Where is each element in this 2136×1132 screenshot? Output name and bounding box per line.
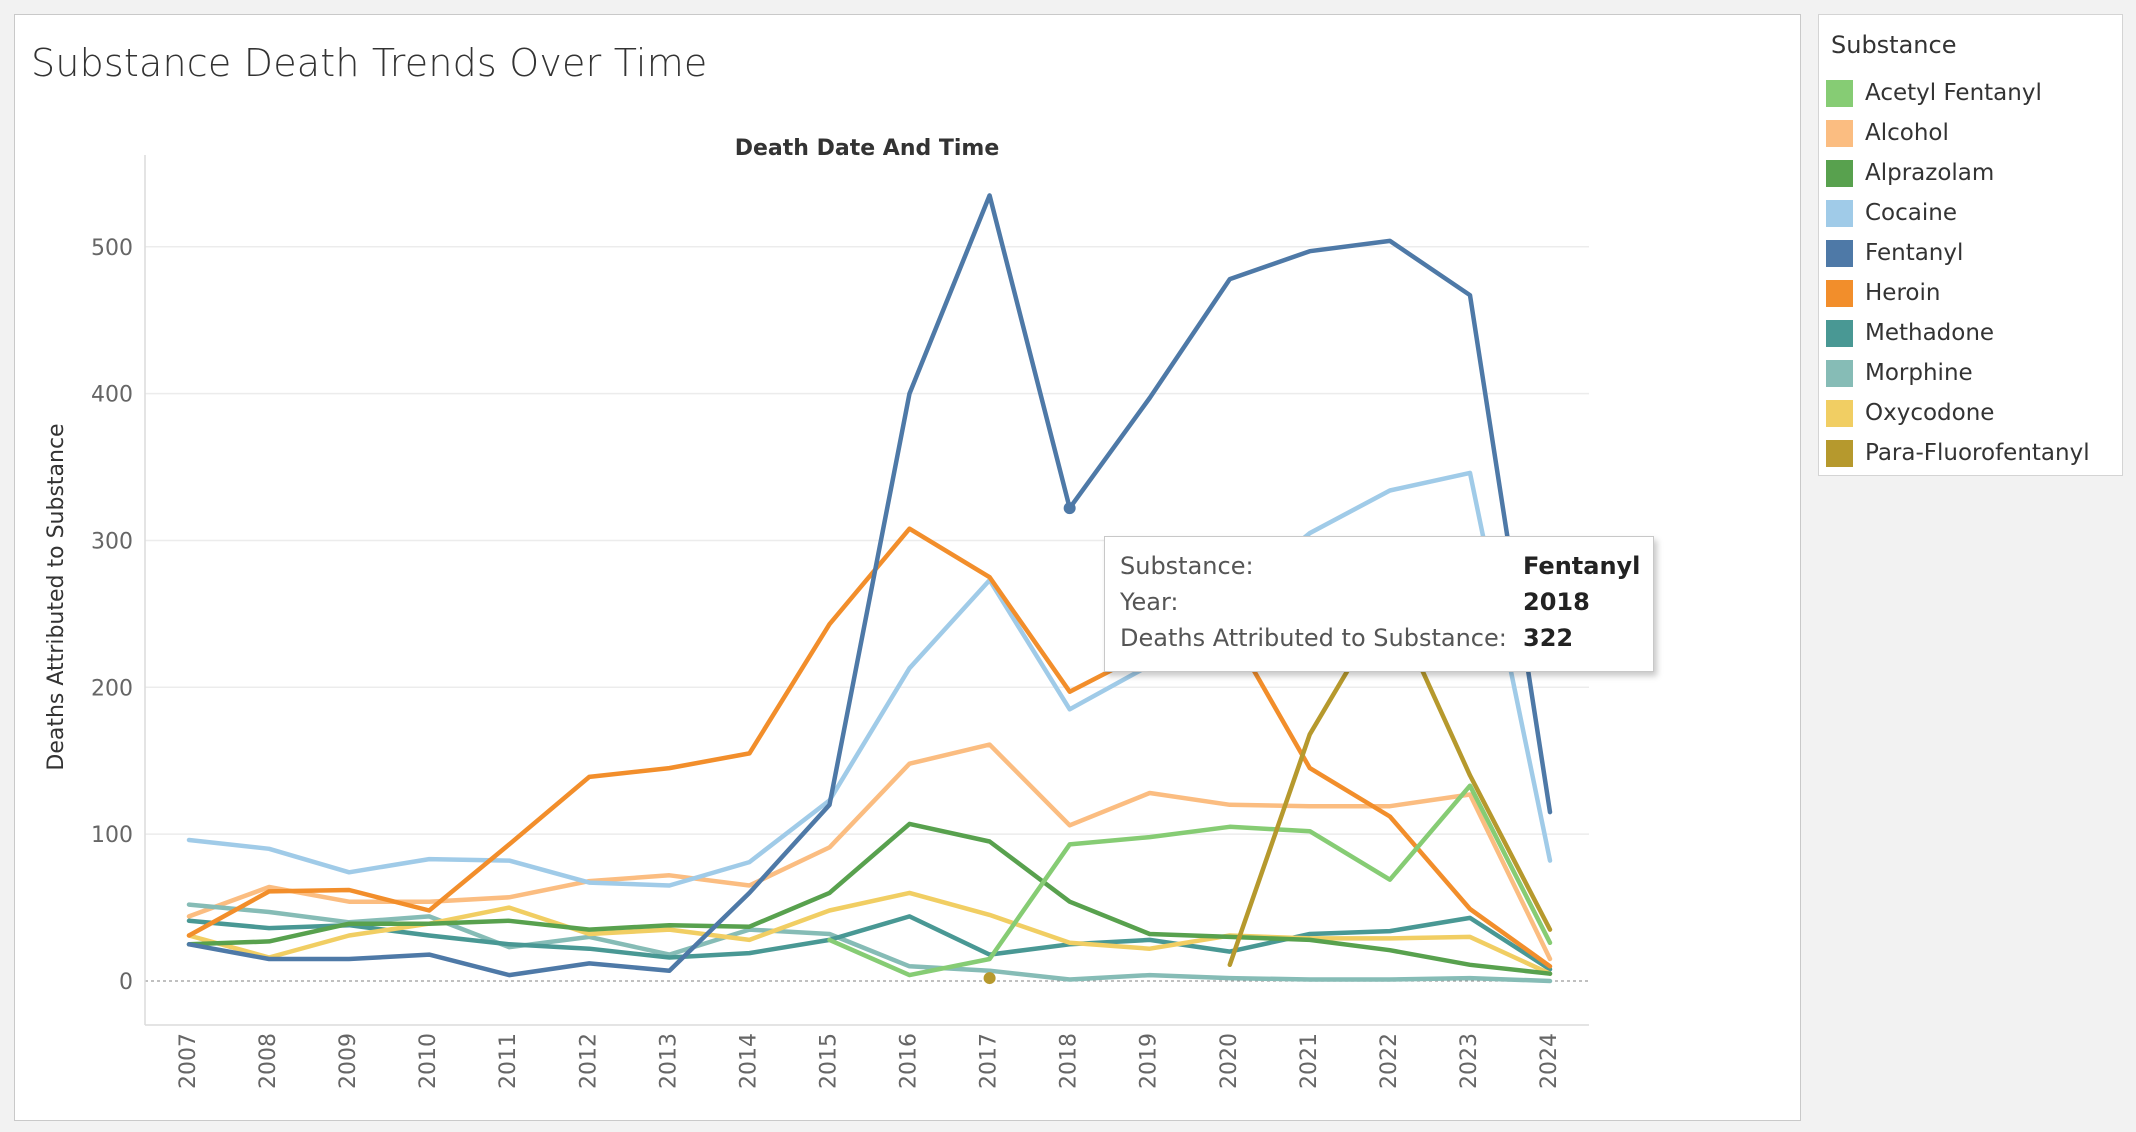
x-tick-label: 2020 <box>1217 1033 1242 1089</box>
legend-item[interactable]: Fentanyl <box>1819 233 2122 273</box>
series-line-cocaine[interactable] <box>186 470 1553 888</box>
legend-label: Acetyl Fentanyl <box>1865 80 2042 106</box>
x-tick-label: 2013 <box>656 1033 681 1089</box>
x-tick-label: 2007 <box>176 1033 201 1089</box>
legend-item[interactable]: Alprazolam <box>1819 153 2122 193</box>
legend-swatch <box>1826 119 1853 147</box>
x-tick-label: 2008 <box>256 1033 281 1089</box>
x-tick-label: 2016 <box>897 1033 922 1089</box>
tooltip-key: Year: <box>1120 588 1179 616</box>
legend-swatch <box>1826 79 1853 107</box>
y-tick-label: 400 <box>91 383 133 408</box>
legend-label: Morphine <box>1865 360 1973 386</box>
legend-label: Cocaine <box>1865 200 1957 226</box>
x-tick-label: 2011 <box>496 1033 521 1089</box>
series-line-alprazolam[interactable] <box>186 821 1553 976</box>
x-tick-label: 2023 <box>1457 1033 1482 1089</box>
x-tick-label: 2014 <box>736 1033 761 1089</box>
data-point-fentanyl[interactable] <box>1063 502 1076 515</box>
x-tick-label: 2024 <box>1537 1033 1562 1089</box>
legend-label: Alcohol <box>1865 120 1949 146</box>
legend-swatch <box>1826 359 1853 387</box>
legend-label: Fentanyl <box>1865 240 1964 266</box>
chart-title: Substance Death Trends Over Time <box>31 41 708 85</box>
legend-panel: Substance Acetyl Fentanyl Alcohol Alprazol… <box>1818 14 2123 476</box>
tooltip-value: Fentanyl <box>1523 552 1641 580</box>
x-tick-label: 2010 <box>416 1033 441 1089</box>
y-tick-label: 100 <box>91 823 133 848</box>
legend-swatch <box>1826 239 1853 267</box>
x-tick-label: 2009 <box>336 1033 361 1089</box>
tooltip: Substance: Fentanyl Year: 2018 Deaths At… <box>1104 536 1654 672</box>
legend-item[interactable]: Oxycodone <box>1819 393 2122 433</box>
x-axis-title: Death Date And Time <box>735 136 1000 161</box>
legend-label: Para-Fluorofentanyl <box>1865 440 2090 466</box>
legend-swatch <box>1826 399 1853 427</box>
tooltip-value: 322 <box>1523 624 1574 652</box>
series-line-fentanyl[interactable] <box>186 193 1553 978</box>
legend-item[interactable]: Acetyl Fentanyl <box>1819 73 2122 113</box>
legend-swatch <box>1826 279 1853 307</box>
legend-title: Substance <box>1831 31 1957 59</box>
series-line-morphine[interactable] <box>186 902 1553 984</box>
x-tick-label: 2012 <box>576 1033 601 1089</box>
y-tick-label: 200 <box>91 676 133 701</box>
legend-item[interactable]: Morphine <box>1819 353 2122 393</box>
tooltip-row-year: Year: 2018 <box>1105 585 1653 619</box>
y-tick-label: 300 <box>91 529 133 554</box>
series-line-acetyl-fentanyl[interactable] <box>827 783 1553 978</box>
y-axis-title: Deaths Attributed to Substance <box>44 423 69 770</box>
legend-item[interactable]: Para-Fluorofentanyl <box>1819 433 2122 473</box>
x-tick-label: 2017 <box>977 1033 1002 1089</box>
legend-item[interactable]: Alcohol <box>1819 113 2122 153</box>
legend-list: Acetyl Fentanyl Alcohol Alprazolam Cocaine F… <box>1819 73 2122 473</box>
legend-swatch <box>1826 319 1853 347</box>
series-line-methadone[interactable] <box>186 914 1553 972</box>
legend-label: Oxycodone <box>1865 400 1995 426</box>
line-chart[interactable]: 0 100 200 300 400 500 2007 2008 2009 2010 2011 2012… <box>15 15 1802 1122</box>
legend-item[interactable]: Cocaine <box>1819 193 2122 233</box>
x-tick-label: 2019 <box>1137 1033 1162 1089</box>
legend-swatch <box>1826 159 1853 187</box>
legend-label: Alprazolam <box>1865 160 1995 186</box>
tooltip-row-substance: Substance: Fentanyl <box>1105 549 1653 583</box>
x-tick-label: 2022 <box>1377 1033 1402 1089</box>
y-tick-label: 500 <box>91 236 133 261</box>
x-tick-label: 2021 <box>1297 1033 1322 1089</box>
y-tick-label: 0 <box>119 970 133 995</box>
series-line-heroin[interactable] <box>186 526 1553 969</box>
series-line-alcohol[interactable] <box>186 742 1553 962</box>
tooltip-key: Deaths Attributed to Substance: <box>1120 624 1507 652</box>
legend-swatch <box>1826 439 1853 467</box>
x-tick-label: 2018 <box>1057 1033 1082 1089</box>
legend-label: Methadone <box>1865 320 1995 346</box>
legend-swatch <box>1826 199 1853 227</box>
x-tick-label: 2015 <box>816 1033 841 1089</box>
data-point-para-fluorofentanyl[interactable] <box>983 972 996 985</box>
legend-item[interactable]: Heroin <box>1819 273 2122 313</box>
tooltip-row-deaths: Deaths Attributed to Substance: 322 <box>1105 621 1653 655</box>
legend-item[interactable]: Methadone <box>1819 313 2122 353</box>
tooltip-key: Substance: <box>1120 552 1254 580</box>
tooltip-value: 2018 <box>1523 588 1590 616</box>
legend-label: Heroin <box>1865 280 1941 306</box>
